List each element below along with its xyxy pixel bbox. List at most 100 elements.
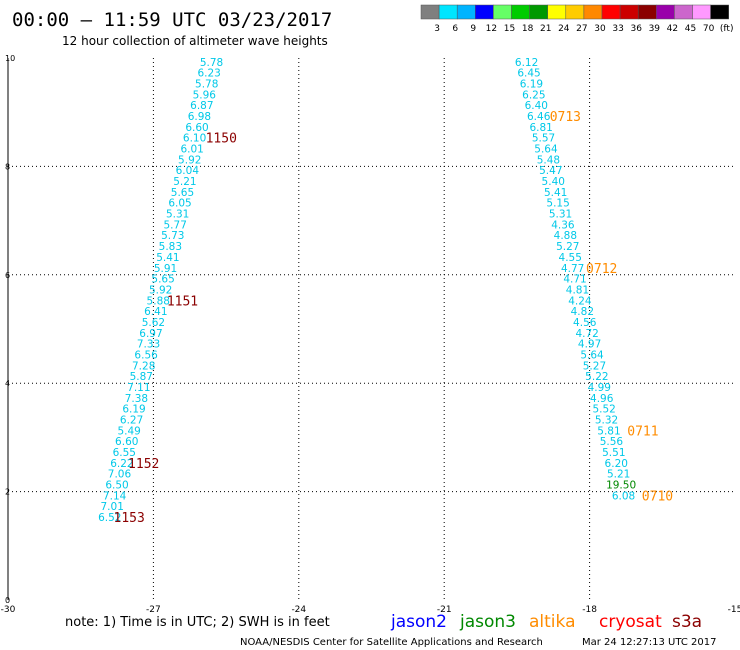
- colorbar-swatch: [456, 4, 476, 20]
- wave-height-label: 6.04: [176, 165, 200, 177]
- time-labels: 1150 1151 1152 1153 0713 0712 0711 0710: [114, 110, 674, 526]
- wave-height-label: 6.27: [120, 415, 143, 427]
- colorbar-swatch: [547, 4, 567, 20]
- legend-entry: jason3: [459, 612, 516, 632]
- time-label: 1153: [114, 511, 145, 526]
- colorbar-label: 3: [434, 24, 440, 34]
- colorbar-label: 70: [703, 24, 715, 34]
- y-tick-label: 4: [5, 379, 10, 388]
- wave-height-label: 6.60: [185, 122, 208, 134]
- wave-height-label: 5.52: [592, 404, 615, 416]
- wave-height-label: 5.65: [171, 187, 194, 199]
- wave-height-label: 5.96: [193, 89, 217, 101]
- wave-height-label: 4.82: [571, 306, 594, 318]
- colorbar-swatch: [511, 4, 530, 20]
- colorbar-label: 24: [558, 24, 570, 34]
- wave-height-label: 6.55: [113, 447, 136, 459]
- legend-entry: jason2: [390, 612, 447, 632]
- wave-height-label: 6.25: [522, 89, 545, 101]
- wave-height-label: 5.88: [147, 295, 170, 307]
- colorbar-swatch: [583, 4, 603, 20]
- wave-height-label: 4.71: [563, 274, 586, 286]
- wave-height-label: 4.77: [561, 263, 584, 275]
- legend-entry: cryosat: [599, 612, 662, 632]
- wave-height-label: 4.96: [590, 393, 614, 405]
- y-tick-label: 2: [5, 488, 10, 497]
- x-tick-label: -27: [146, 605, 161, 615]
- colorbar-label: 36: [630, 24, 642, 34]
- wave-height-label: 5.22: [585, 371, 608, 383]
- legend-entry: altika: [529, 612, 576, 632]
- wave-height-label: 7.33: [137, 339, 160, 351]
- wave-height-label: 5.81: [597, 425, 620, 437]
- colorbar-legend: 3 6 9 12 15 18 21 24 27 30 33 36 39 42 45 70 (ft): [420, 4, 733, 34]
- colorbar-label: 15: [504, 24, 515, 34]
- wave-height-label: 7.14: [103, 490, 127, 502]
- wave-height-label: 6.01: [180, 144, 203, 156]
- colorbar-swatch: [493, 4, 512, 20]
- wave-height-label: 4.72: [575, 328, 598, 340]
- wave-height-label: 5.15: [546, 198, 569, 210]
- time-label: 0711: [627, 424, 658, 439]
- satellite-legend: jason2 jason3 altika cryosat s3a: [390, 612, 702, 632]
- time-label: 1151: [167, 294, 198, 309]
- wave-height-label: 5.21: [607, 469, 630, 481]
- wave-height-label: 6.60: [115, 436, 138, 448]
- wave-height-label: 5.64: [534, 144, 558, 156]
- wave-height-label: 5.27: [556, 241, 579, 253]
- time-label: 1152: [128, 457, 159, 472]
- wave-height-label: 5.49: [117, 425, 140, 437]
- wave-height-label: 7.38: [125, 393, 148, 405]
- x-tick-label: -18: [582, 605, 597, 615]
- colorbar-swatch: [674, 4, 693, 20]
- wave-height-label: 5.65: [151, 274, 174, 286]
- wave-height-label: 6.23: [197, 68, 220, 80]
- wave-height-label: 6.97: [139, 328, 162, 340]
- wave-height-label: 5.48: [537, 154, 560, 166]
- wave-height-label: 5.27: [583, 360, 606, 372]
- wave-height-label: 6.08: [612, 490, 635, 502]
- wave-height-label: 5.87: [130, 371, 153, 383]
- wave-height-label: 6.50: [105, 480, 128, 492]
- colorbar-swatch: [601, 4, 621, 20]
- wave-height-label: 6.40: [525, 100, 548, 112]
- wave-height-label: 4.97: [578, 339, 601, 351]
- wave-height-label: 6.46: [527, 111, 551, 123]
- y-tick-label: 10: [5, 54, 15, 63]
- wave-height-label: 5.92: [178, 154, 201, 166]
- footer-note: note: 1) Time is in UTC; 2) SWH is in fe…: [65, 615, 330, 630]
- wave-height-label: 5.78: [200, 57, 223, 69]
- wave-height-label: 5.56: [600, 436, 624, 448]
- colorbar-label: 45: [685, 24, 696, 34]
- wave-height-label: 4.81: [566, 284, 589, 296]
- wave-height-label: 4.36: [551, 219, 575, 231]
- wave-height-label: 6.81: [529, 122, 552, 134]
- colorbar-swatch: [438, 4, 458, 20]
- colorbar-swatch: [529, 4, 548, 20]
- wave-height-label: 6.12: [515, 57, 538, 69]
- legend-entry: s3a: [672, 612, 702, 632]
- footer-credit: NOAA/NESDIS Center for Satellite Applica…: [240, 637, 543, 648]
- wave-height-label: 7.28: [132, 360, 155, 372]
- colorbar-label: 12: [486, 24, 497, 34]
- wave-height-label: 19.50: [606, 480, 636, 492]
- colorbar-swatch: [692, 4, 711, 20]
- wave-height-label: 5.78: [195, 78, 218, 90]
- wave-height-label: 5.77: [164, 219, 187, 231]
- wave-height-label: 5.51: [602, 447, 625, 459]
- wave-height-label: 5.40: [542, 176, 565, 188]
- colorbar-label: 18: [522, 24, 534, 34]
- colorbar-swatch: [420, 4, 440, 20]
- colorbar-swatch: [656, 4, 675, 20]
- x-tick-label: -30: [1, 605, 16, 615]
- wave-height-label: 6.41: [144, 306, 167, 318]
- wave-height-label: 7.01: [101, 501, 124, 513]
- wave-height-label: 7.11: [127, 382, 150, 394]
- colorbar-label: 9: [470, 24, 476, 34]
- time-label: 0713: [550, 110, 581, 125]
- time-label: 0710: [642, 489, 673, 504]
- colorbar-label: 39: [649, 24, 661, 34]
- wave-height-label: 5.32: [595, 415, 618, 427]
- wave-height-label: 6.98: [188, 111, 211, 123]
